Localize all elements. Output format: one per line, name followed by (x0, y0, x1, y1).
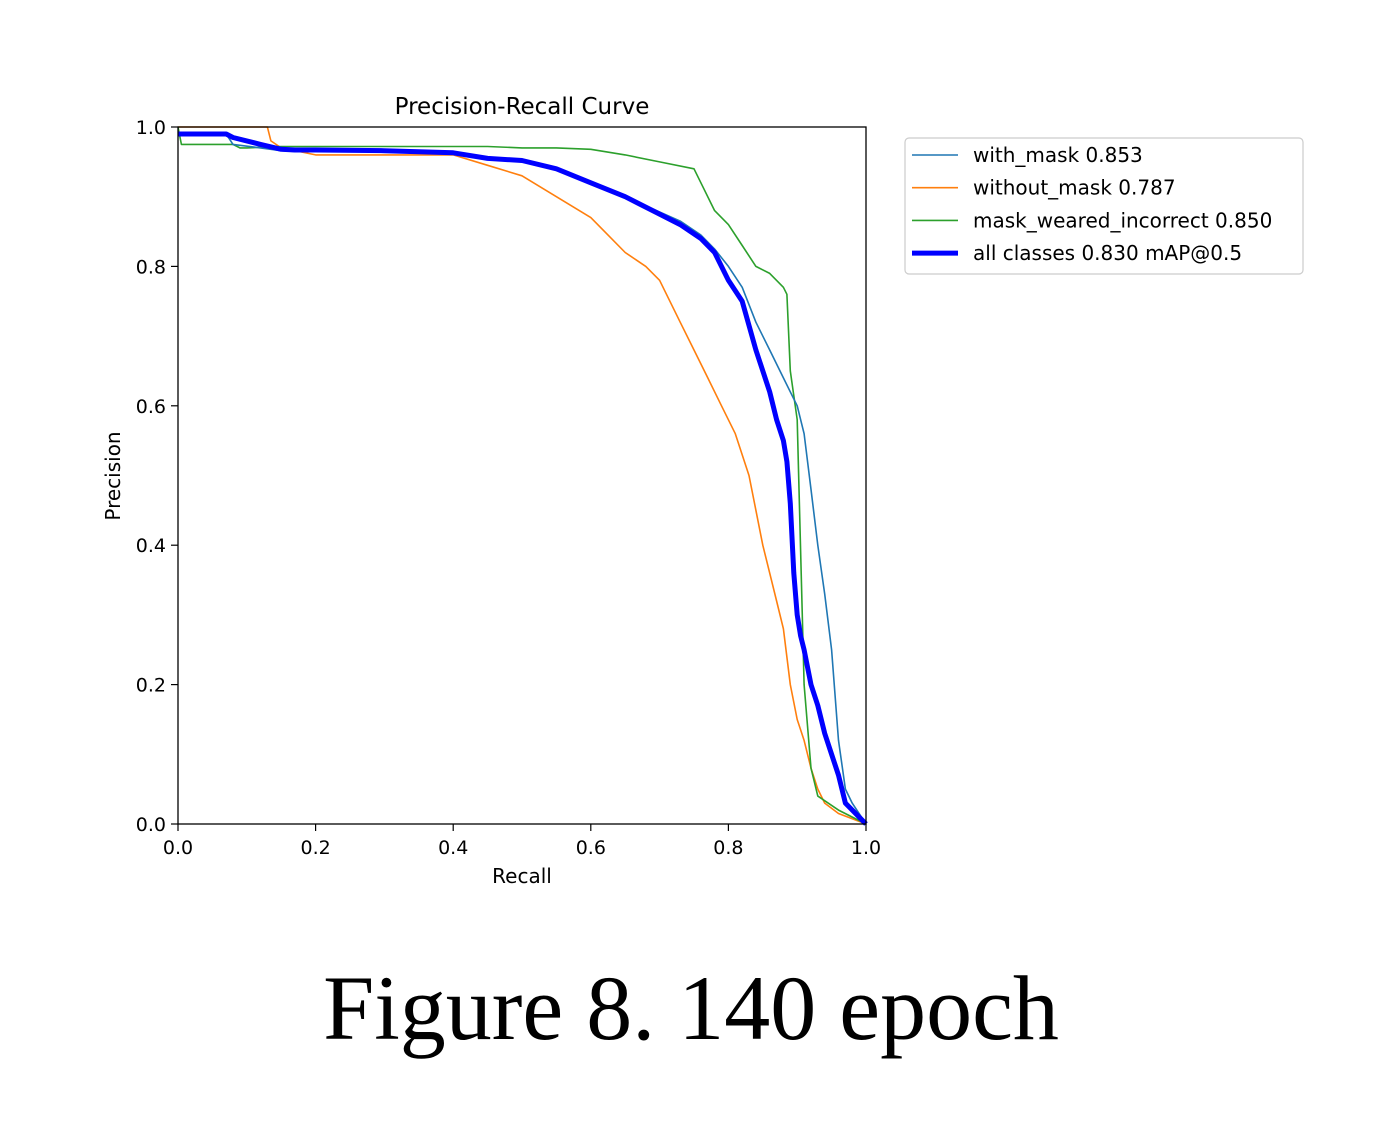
legend-label-3: all classes 0.830 mAP@0.5 (973, 241, 1242, 265)
legend: with_mask 0.853 without_mask 0.787 mask_we… (904, 137, 1304, 275)
plot-series (178, 126, 868, 826)
legend-label-1: without_mask 0.787 (973, 176, 1176, 200)
x-tick-label: 0.0 (163, 837, 193, 859)
legend-label-0: with_mask 0.853 (973, 143, 1143, 167)
legend-box (904, 137, 1304, 275)
series-line-1 (178, 126, 867, 825)
x-tick-label: 0.2 (300, 837, 330, 859)
y-tick-label: 0.6 (136, 396, 166, 418)
axes: 0.0 0.2 0.4 0.6 0.8 1.0 0.0 0.2 0.4 0.6 0.8 1.0 (136, 117, 881, 859)
y-tick-label: 0.2 (136, 675, 166, 697)
x-tick-label: 0.8 (713, 837, 743, 859)
y-tick-label: 1.0 (136, 117, 166, 139)
pr-curve-chart: Precision-Recall Curve 0.0 0.2 0.4 0.6 0.8 1.… (101, 94, 1304, 888)
legend-label-2: mask_weared_incorrect 0.850 (973, 208, 1272, 232)
plot-frame (177, 126, 867, 825)
figure-caption: Figure 8. 140 epoch (323, 957, 1059, 1059)
series-line-3 (178, 131, 868, 826)
y-tick-label: 0.0 (136, 814, 166, 836)
series-line-2 (178, 126, 867, 825)
chart-title: Precision-Recall Curve (395, 94, 650, 120)
x-tick-label: 0.4 (438, 837, 468, 859)
x-tick-label: 0.6 (576, 837, 606, 859)
x-tick-label: 1.0 (851, 837, 881, 859)
y-tick-label: 0.8 (136, 256, 166, 278)
x-axis-title: Recall (492, 864, 552, 888)
series-line-0 (178, 133, 867, 825)
y-tick-label: 0.4 (136, 535, 166, 557)
y-axis-title: Precision (101, 431, 125, 520)
